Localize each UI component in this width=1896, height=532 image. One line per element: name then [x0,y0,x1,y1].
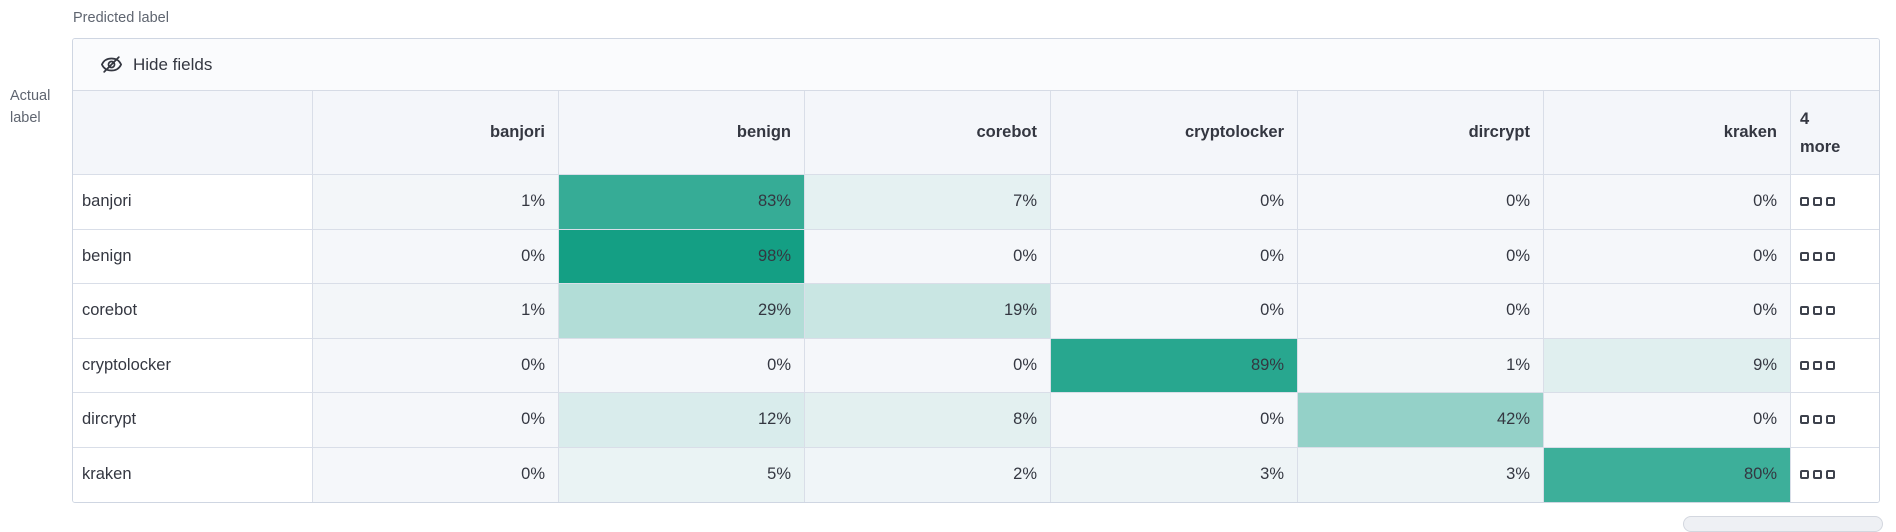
cell-banjori-benign[interactable]: 83% [559,175,805,230]
row-label-kraken[interactable]: kraken [73,447,313,502]
box-glyph [1800,251,1809,261]
cell-dircrypt-kraken[interactable]: 0% [1544,393,1791,448]
hide-fields-label: Hide fields [133,54,213,74]
cell-banjori-corebot[interactable]: 7% [805,175,1051,230]
box-glyph [1826,251,1835,261]
box-glyph [1826,306,1835,316]
corner-header-cell [73,91,313,175]
row-overflow-cell-corebot[interactable] [1791,284,1879,339]
cell-benign-cryptolocker[interactable]: 0% [1051,229,1298,284]
cell-kraken-corebot[interactable]: 2% [805,447,1051,502]
boxes-horizontal-icon [1800,470,1835,480]
box-glyph [1813,470,1822,480]
box-glyph [1813,197,1822,207]
cell-corebot-corebot[interactable]: 19% [805,284,1051,339]
cell-corebot-dircrypt[interactable]: 0% [1298,284,1544,339]
column-header-banjori[interactable]: banjori [313,91,559,175]
box-glyph [1800,415,1809,425]
box-glyph [1826,470,1835,480]
cell-kraken-benign[interactable]: 5% [559,447,805,502]
cell-cryptolocker-kraken[interactable]: 9% [1544,338,1791,393]
cell-corebot-banjori[interactable]: 1% [313,284,559,339]
predicted-axis-label: Predicted label [73,10,169,26]
row-label-dircrypt[interactable]: dircrypt [73,393,313,448]
row-overflow-cell-benign[interactable] [1791,229,1879,284]
box-glyph [1800,306,1809,316]
cell-banjori-dircrypt[interactable]: 0% [1298,175,1544,230]
cell-banjori-banjori[interactable]: 1% [313,175,559,230]
cell-cryptolocker-cryptolocker[interactable]: 89% [1051,338,1298,393]
horizontal-scrollbar-thumb[interactable] [1683,516,1883,532]
column-header-corebot[interactable]: corebot [805,91,1051,175]
boxes-horizontal-icon [1800,306,1835,316]
box-glyph [1813,360,1822,370]
box-glyph [1813,415,1822,425]
cell-dircrypt-dircrypt[interactable]: 42% [1298,393,1544,448]
grid-toolbar: Hide fields [73,39,1879,91]
overflow-column-label: 4 more [1800,109,1841,156]
cell-dircrypt-cryptolocker[interactable]: 0% [1051,393,1298,448]
box-glyph [1800,360,1809,370]
cell-cryptolocker-dircrypt[interactable]: 1% [1298,338,1544,393]
box-glyph [1826,360,1835,370]
column-header-dircrypt[interactable]: dircrypt [1298,91,1544,175]
confusion-matrix-grid: banjori benign corebot cryptolocker dircrypt… [73,91,1879,502]
column-header-kraken[interactable]: kraken [1544,91,1791,175]
boxes-horizontal-icon [1800,197,1835,207]
column-header-cryptolocker[interactable]: cryptolocker [1051,91,1298,175]
box-glyph [1813,251,1822,261]
cell-kraken-cryptolocker[interactable]: 3% [1051,447,1298,502]
cell-corebot-kraken[interactable]: 0% [1544,284,1791,339]
cell-cryptolocker-benign[interactable]: 0% [559,338,805,393]
cell-corebot-benign[interactable]: 29% [559,284,805,339]
row-label-banjori[interactable]: banjori [73,175,313,230]
boxes-horizontal-icon [1800,251,1835,261]
cell-banjori-cryptolocker[interactable]: 0% [1051,175,1298,230]
box-glyph [1813,306,1822,316]
row-label-benign[interactable]: benign [73,229,313,284]
box-glyph [1800,470,1809,480]
cell-dircrypt-banjori[interactable]: 0% [313,393,559,448]
row-label-corebot[interactable]: corebot [73,284,313,339]
box-glyph [1826,197,1835,207]
cell-benign-dircrypt[interactable]: 0% [1298,229,1544,284]
cell-dircrypt-corebot[interactable]: 8% [805,393,1051,448]
boxes-horizontal-icon [1800,415,1835,425]
hide-fields-button[interactable]: Hide fields [100,53,212,76]
row-overflow-cell-dircrypt[interactable] [1791,393,1879,448]
cell-kraken-kraken[interactable]: 80% [1544,447,1791,502]
row-overflow-cell-cryptolocker[interactable] [1791,338,1879,393]
cell-kraken-banjori[interactable]: 0% [313,447,559,502]
cell-dircrypt-benign[interactable]: 12% [559,393,805,448]
eye-closed-icon [100,53,123,76]
cell-kraken-dircrypt[interactable]: 3% [1298,447,1544,502]
actual-axis-label: Actual label [10,88,51,126]
cell-benign-corebot[interactable]: 0% [805,229,1051,284]
row-label-cryptolocker[interactable]: cryptolocker [73,338,313,393]
row-overflow-cell-kraken[interactable] [1791,447,1879,502]
column-header-benign[interactable]: benign [559,91,805,175]
cell-banjori-kraken[interactable]: 0% [1544,175,1791,230]
cell-cryptolocker-corebot[interactable]: 0% [805,338,1051,393]
box-glyph [1826,415,1835,425]
cell-benign-kraken[interactable]: 0% [1544,229,1791,284]
cell-corebot-cryptolocker[interactable]: 0% [1051,284,1298,339]
cell-cryptolocker-banjori[interactable]: 0% [313,338,559,393]
boxes-horizontal-icon [1800,360,1835,370]
cell-benign-benign[interactable]: 98% [559,229,805,284]
confusion-matrix-panel: Hide fields banjori benign corebot cryptolo… [72,38,1880,503]
row-overflow-cell-banjori[interactable] [1791,175,1879,230]
box-glyph [1800,197,1809,207]
cell-benign-banjori[interactable]: 0% [313,229,559,284]
column-header-overflow[interactable]: 4 more [1791,91,1879,175]
